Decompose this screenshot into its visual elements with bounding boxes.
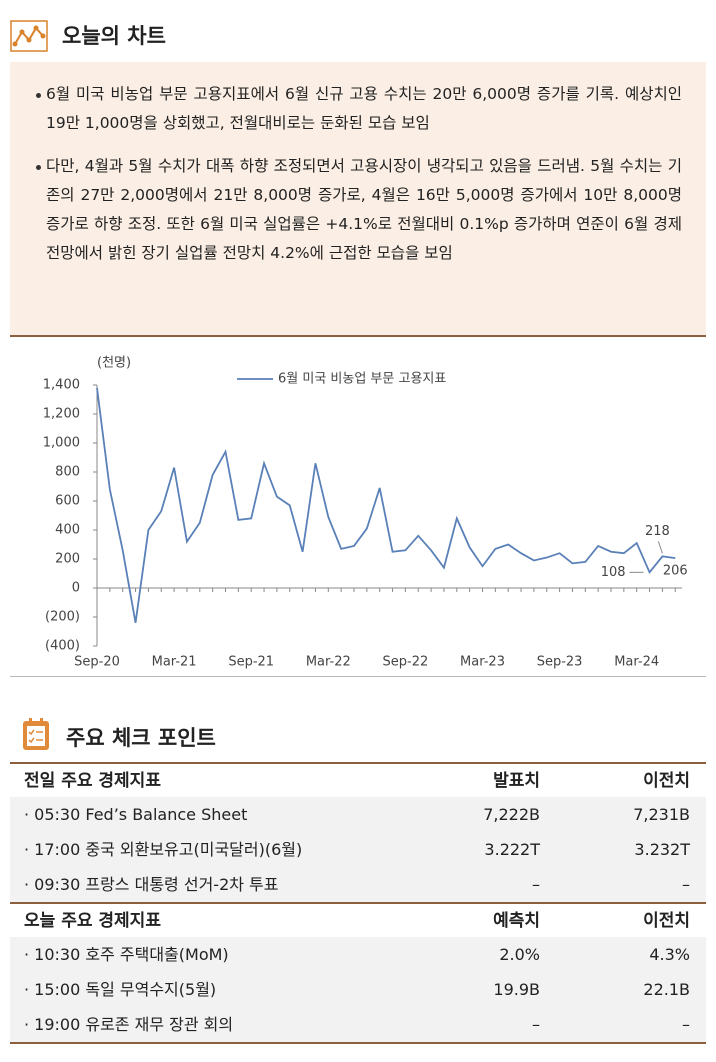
y-unit: (천명)	[97, 356, 131, 371]
header-cell: 이전치	[643, 771, 690, 791]
legend-label: 6월 미국 비농업 부문 고용지표	[278, 372, 446, 387]
table-cell: · 17:00 중국 외환보유고(미국달러)(6월)	[24, 840, 303, 859]
table-cell: –	[532, 1015, 540, 1034]
table-row: · 10:30 호주 주택대출(MoM) 2.0% 4.3%	[10, 937, 706, 972]
leader-line	[657, 541, 663, 554]
data-label: 108	[601, 565, 626, 580]
y-tick-label: 800	[55, 465, 80, 480]
bullet-dot	[36, 93, 41, 98]
table-cell: –	[682, 1015, 690, 1034]
data-label: 218	[645, 524, 670, 539]
header-cell: 전일 주요 경제지표	[24, 771, 161, 791]
y-tick-label: 600	[55, 494, 80, 509]
x-tick-label: Sep-20	[74, 655, 120, 670]
bullet: 6월 미국 비농업 부문 고용지표에서 6월 신규 고용 수치는 20만 6,0…	[36, 80, 682, 138]
header-cell: 예측치	[493, 911, 540, 931]
table-header-row: 전일 주요 경제지표 발표치 이전치	[10, 762, 706, 797]
chart-icon	[10, 20, 48, 52]
checkpoint-table: 전일 주요 경제지표 발표치 이전치 · 05:30 Fed’s Balance Sh…	[10, 762, 706, 1044]
table-cell: 7,231B	[633, 805, 690, 824]
table-cell: 3.222T	[484, 840, 540, 859]
x-tick-label: Mar-21	[152, 655, 197, 670]
table-cell: · 05:30 Fed’s Balance Sheet	[24, 805, 248, 824]
y-tick-label: 1,400	[43, 378, 80, 393]
table-cell: 22.1B	[643, 980, 690, 999]
divider	[10, 676, 706, 677]
table-row: · 09:30 프랑스 대통령 선거-2차 투표 – –	[10, 867, 706, 902]
y-tick-label: 1,200	[43, 407, 80, 422]
x-tick-label: Mar-22	[306, 655, 351, 670]
y-tick-label: 200	[55, 552, 80, 567]
table-cell: 19.9B	[493, 980, 540, 999]
table-cell: –	[682, 875, 690, 894]
section-title: 오늘의 차트	[62, 24, 166, 48]
y-tick-label: 0	[72, 581, 80, 596]
header-cell: 오늘 주요 경제지표	[24, 911, 161, 931]
x-tick-label: Mar-24	[614, 655, 659, 670]
header-cell: 이전치	[643, 911, 690, 931]
y-tick-label: (400)	[45, 639, 80, 654]
table-cell: · 19:00 유로존 재무 장관 회의	[24, 1015, 234, 1034]
table-cell: –	[532, 875, 540, 894]
x-tick-label: Mar-23	[460, 655, 505, 670]
bullet: 다만, 4월과 5월 수치가 대폭 하향 조정되면서 고용시장이 냉각되고 있음…	[36, 152, 682, 268]
table-cell: 7,222B	[483, 805, 540, 824]
table-cell: · 09:30 프랑스 대통령 선거-2차 투표	[24, 875, 279, 894]
y-tick-label: 400	[55, 523, 80, 538]
table-cell: · 10:30 호주 주택대출(MoM)	[24, 945, 229, 964]
bullet-text: 6월 미국 비농업 부문 고용지표에서 6월 신규 고용 수치는 20만 6,0…	[46, 85, 682, 132]
table-cell: · 15:00 독일 무역수지(5월)	[24, 980, 217, 999]
y-tick-label: (200)	[45, 610, 80, 625]
header-cell: 발표치	[493, 771, 540, 791]
table-row: · 05:30 Fed’s Balance Sheet 7,222B 7,231B	[10, 797, 706, 832]
section-title: 주요 체크 포인트	[66, 726, 216, 750]
check-icon	[23, 718, 49, 750]
bullet-text: 다만, 4월과 5월 수치가 대폭 하향 조정되면서 고용시장이 냉각되고 있음…	[46, 157, 682, 262]
table-row: · 15:00 독일 무역수지(5월) 19.9B 22.1B	[10, 972, 706, 1007]
table-row: · 17:00 중국 외환보유고(미국달러)(6월) 3.222T 3.232T	[10, 832, 706, 867]
chart: (천명) 1,400 1,200 1,000 800 600 400 200 0 (200) (4…	[43, 356, 688, 670]
table-cell: 2.0%	[499, 945, 540, 964]
x-tick-label: Sep-21	[228, 655, 274, 670]
table-header-row: 오늘 주요 경제지표 예측치 이전치	[10, 902, 706, 937]
y-tick-label: 1,000	[43, 436, 80, 451]
bullet-dot	[36, 165, 41, 170]
summary-box: 6월 미국 비농업 부문 고용지표에서 6월 신규 고용 수치는 20만 6,0…	[10, 62, 706, 337]
table-row: · 19:00 유로존 재무 장관 회의 – –	[10, 1007, 706, 1042]
x-tick-label: Sep-23	[537, 655, 583, 670]
table-cell: 3.232T	[634, 840, 690, 859]
table-cell: 4.3%	[649, 945, 690, 964]
data-label: 206	[663, 564, 688, 579]
x-tick-label: Sep-22	[383, 655, 429, 670]
data-line	[96, 387, 676, 623]
